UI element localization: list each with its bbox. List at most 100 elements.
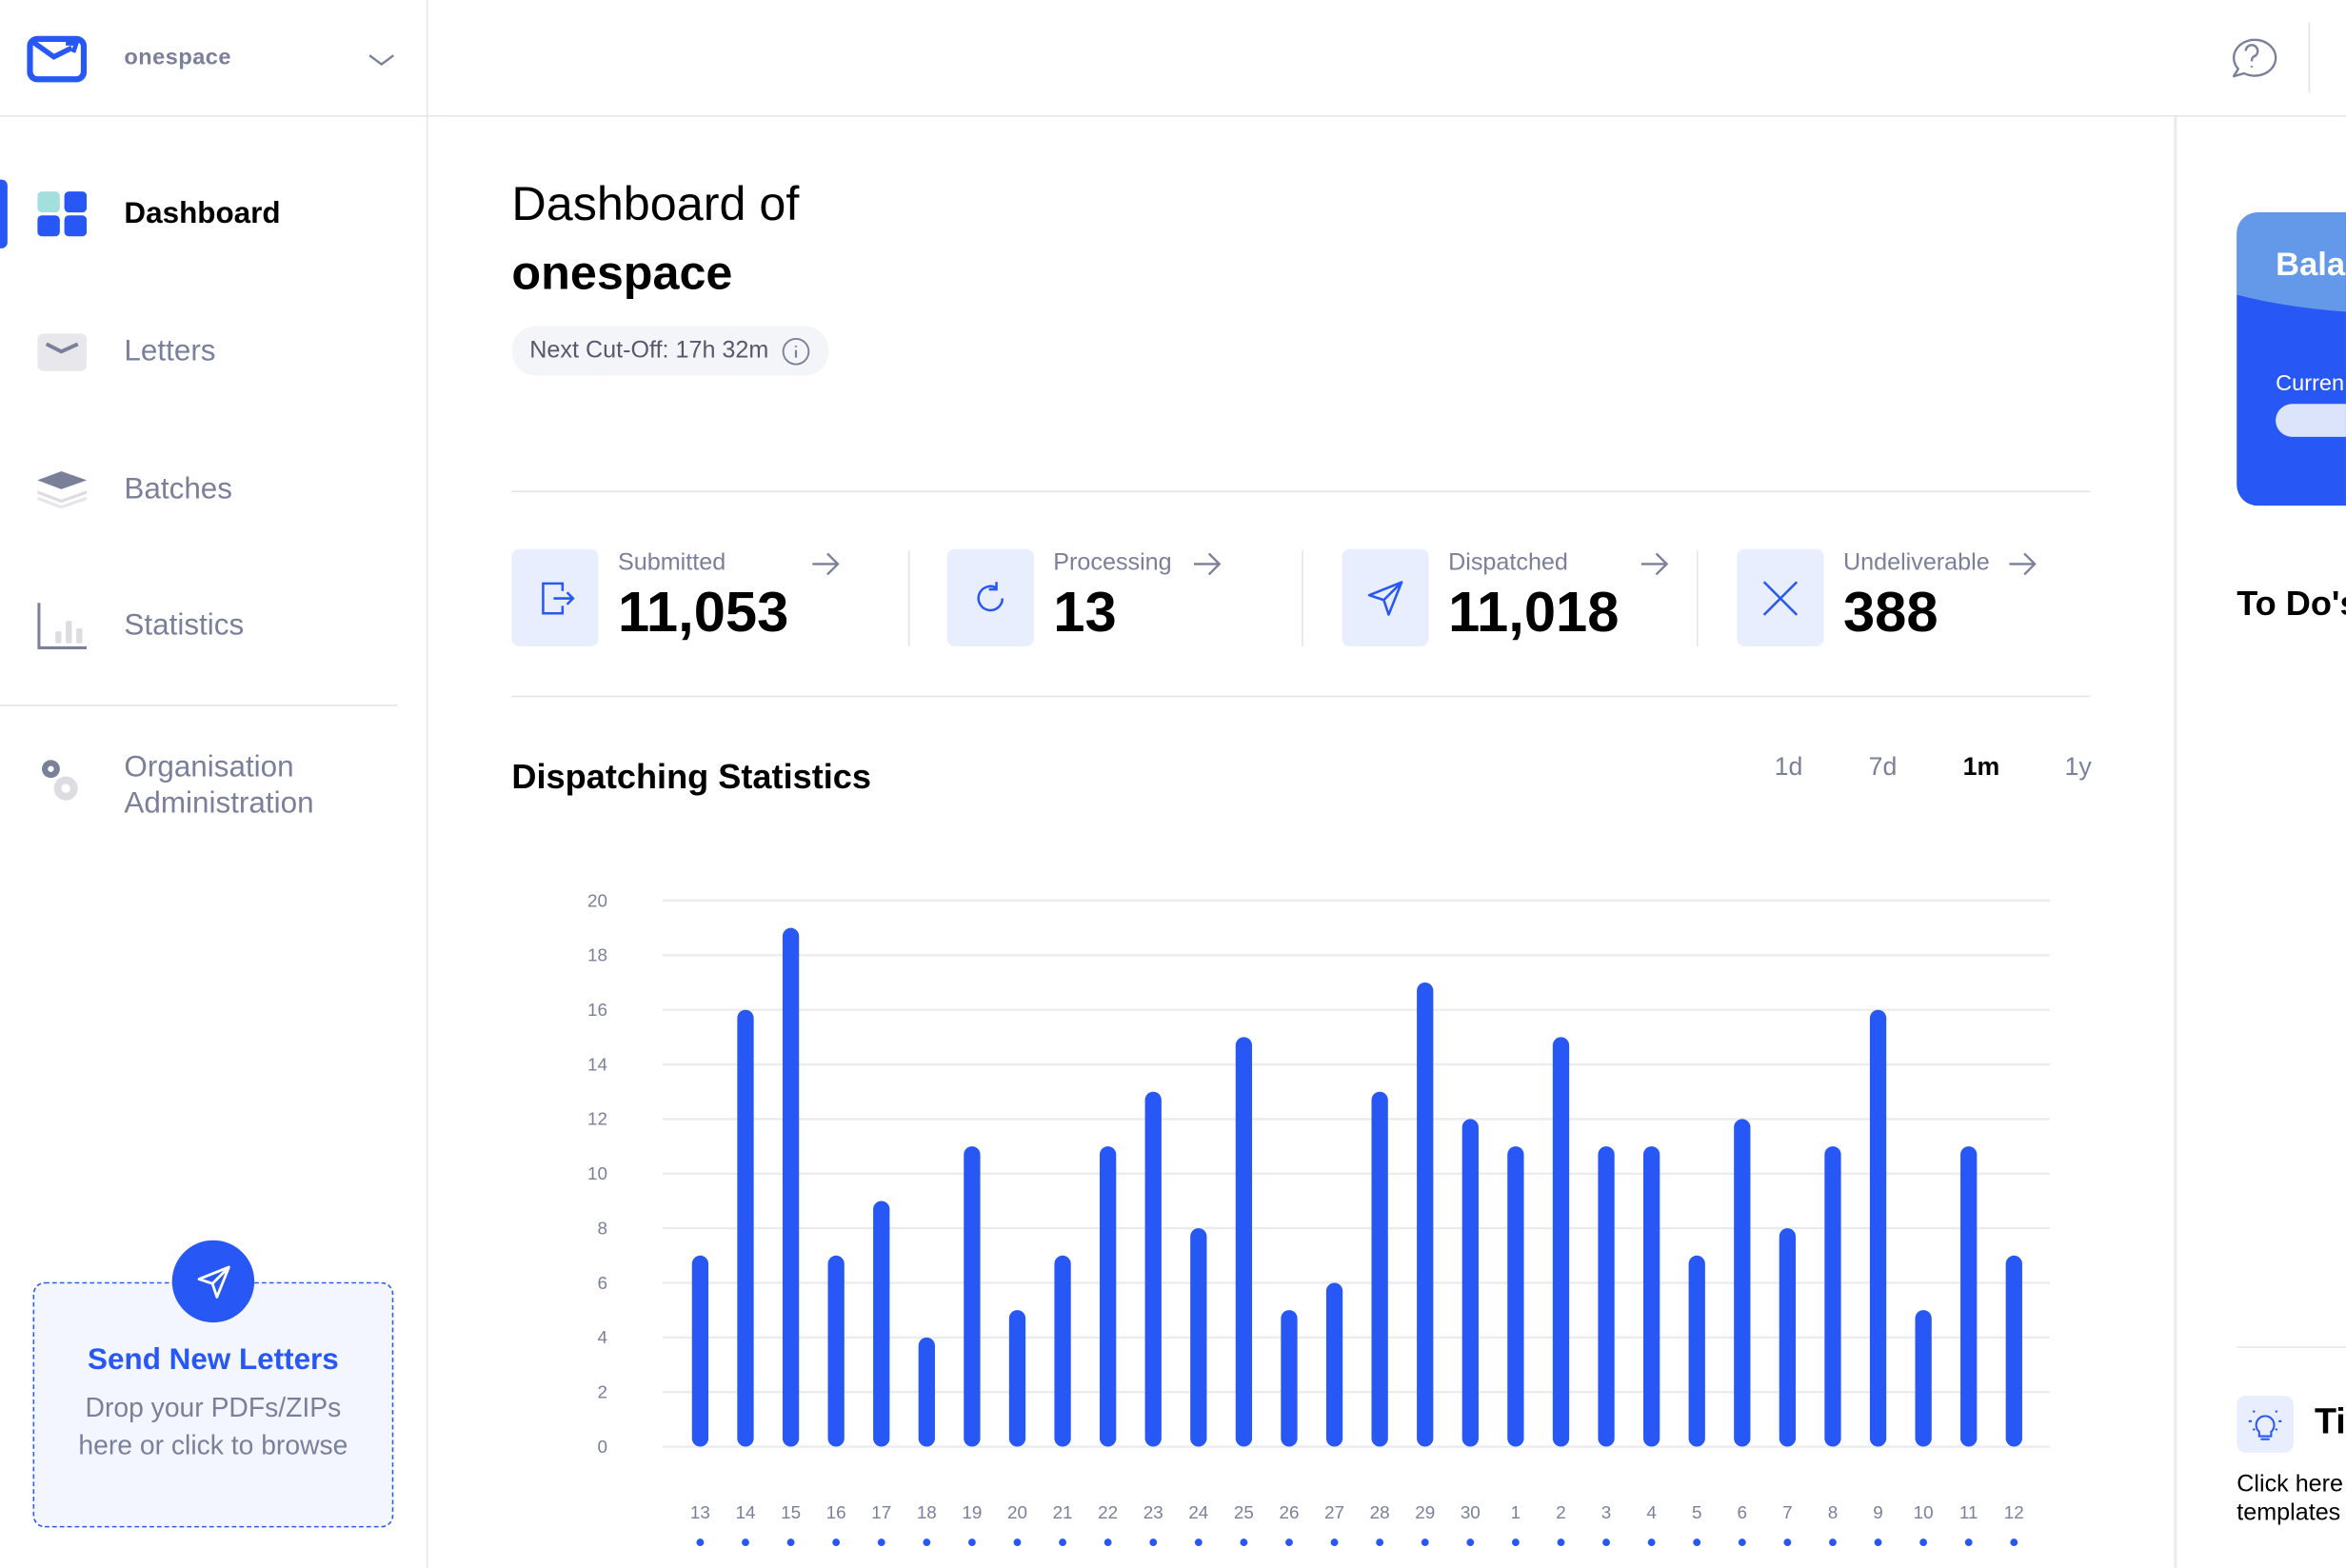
bar [1960, 1146, 1978, 1447]
x-tick-dot [2010, 1538, 2018, 1547]
range-1y[interactable]: 1y [2064, 752, 2092, 782]
help-chat-icon[interactable] [2226, 33, 2277, 84]
x-tick-dot [1059, 1538, 1066, 1547]
bar [1371, 1091, 1388, 1447]
x-tick-label: 25 [1234, 1502, 1254, 1522]
x-tick-dot [1557, 1538, 1565, 1547]
x-tick-label: 6 [1738, 1502, 1747, 1522]
x-tick-label: 2 [1556, 1502, 1565, 1522]
file-export-icon [542, 581, 575, 614]
y-tick-label: 10 [587, 1163, 607, 1183]
x-tick-label: 27 [1324, 1502, 1344, 1522]
x-tick-dot [1103, 1538, 1112, 1547]
x-tick-dot [1829, 1538, 1837, 1547]
sidebar-item-statistics[interactable]: Statistics [0, 591, 404, 660]
x-tick-dot [1738, 1538, 1746, 1547]
y-tick-label: 8 [598, 1218, 607, 1238]
x-tick-label: 28 [1370, 1502, 1390, 1522]
stat-value: 388 [1842, 582, 1938, 645]
divider [511, 695, 2091, 698]
y-tick-label: 2 [598, 1381, 607, 1401]
balance-card[interactable]: Bala Curren [2237, 212, 2346, 506]
bar [1688, 1255, 1705, 1447]
range-1d[interactable]: 1d [1774, 752, 1803, 782]
x-tick-label: 9 [1873, 1502, 1882, 1522]
bar [2005, 1255, 2022, 1447]
right-panel-border [2174, 116, 2177, 1568]
tip-title: Ti [2314, 1401, 2346, 1442]
y-tick-label: 18 [587, 945, 607, 965]
bar [918, 1337, 935, 1447]
cutoff-text: Next Cut-Off: 17h 32m [529, 337, 769, 364]
workspace-name[interactable]: onespace [124, 45, 231, 70]
arrow-right-icon[interactable] [2006, 549, 2039, 579]
chevron-down-icon[interactable] [368, 52, 395, 68]
y-tick-label: 4 [598, 1327, 607, 1347]
send-letters-button[interactable] [171, 1240, 255, 1323]
sidebar-item-dashboard[interactable]: Dashboard [0, 180, 404, 248]
bar [1144, 1091, 1162, 1447]
bar [1642, 1146, 1660, 1447]
upload-title: Send New Letters [88, 1343, 339, 1377]
arrow-right-icon[interactable] [1191, 549, 1224, 579]
x-tick-label: 22 [1098, 1502, 1118, 1522]
bar [782, 927, 800, 1447]
x-tick-label: 26 [1279, 1502, 1299, 1522]
x-tick-dot [696, 1538, 705, 1547]
y-tick-label: 16 [587, 1000, 607, 1020]
sidebar-item-label: Organisation Administration [124, 750, 314, 821]
x-tick-label: 7 [1782, 1502, 1792, 1522]
x-tick-label: 29 [1415, 1502, 1435, 1522]
x-tick-dot [1194, 1538, 1203, 1547]
page-title-workspace: onespace [511, 245, 733, 300]
sidebar-item-batches[interactable]: Batches [0, 455, 404, 524]
sidebar-item-letters[interactable]: Letters [0, 317, 404, 386]
stat-label: Undeliverable [1842, 550, 1990, 576]
x-tick-label: 13 [690, 1502, 710, 1522]
x-tick-dot [1964, 1538, 1973, 1547]
stat-value: 11,018 [1448, 582, 1620, 645]
tip-line: templates [2237, 1500, 2341, 1526]
stat-value: 13 [1053, 582, 1117, 645]
bar [827, 1255, 845, 1447]
bar [1824, 1146, 1841, 1447]
x-icon [1762, 580, 1799, 615]
upload-dropzone[interactable]: Send New Letters Drop your PDFs/ZIPs her… [32, 1281, 394, 1528]
x-tick-label: 14 [736, 1502, 756, 1522]
stat-separator [1696, 550, 1699, 646]
info-icon[interactable] [781, 336, 810, 366]
bar [691, 1255, 709, 1447]
bar [1325, 1282, 1343, 1447]
y-tick-label: 6 [598, 1273, 607, 1293]
x-tick-dot [1783, 1538, 1792, 1547]
x-tick-label: 16 [826, 1502, 846, 1522]
x-tick-label: 20 [1007, 1502, 1027, 1522]
tip-text[interactable]: Click here templates [2237, 1471, 2343, 1528]
arrow-right-icon[interactable] [1639, 549, 1672, 579]
x-tick-dot [1285, 1538, 1293, 1547]
bar [1507, 1146, 1524, 1447]
bar [1008, 1310, 1026, 1447]
sidebar-item-organisation-administration[interactable]: Organisation Administration [0, 748, 404, 824]
arrow-right-icon[interactable] [809, 549, 843, 579]
stat-label: Dispatched [1448, 550, 1568, 576]
send-icon [196, 1264, 230, 1299]
bar [1190, 1228, 1207, 1447]
tip-line: Click here [2237, 1472, 2344, 1498]
bar [1100, 1146, 1117, 1447]
x-tick-dot [1919, 1538, 1928, 1547]
bar [964, 1146, 981, 1447]
x-tick-dot [832, 1538, 841, 1547]
card-wave [2237, 212, 2346, 312]
refresh-icon [977, 581, 1004, 611]
envelope-icon [37, 332, 88, 370]
x-tick-label: 4 [1646, 1502, 1656, 1522]
divider [2237, 1346, 2346, 1348]
range-7d[interactable]: 7d [1868, 752, 1898, 782]
sidebar-item-label: Batches [124, 471, 232, 506]
x-tick-label: 24 [1188, 1502, 1208, 1522]
range-1m[interactable]: 1m [1962, 752, 2000, 782]
x-tick-dot [1874, 1538, 1882, 1547]
x-tick-dot [1330, 1538, 1339, 1547]
sidebar-item-label: Statistics [124, 607, 245, 642]
